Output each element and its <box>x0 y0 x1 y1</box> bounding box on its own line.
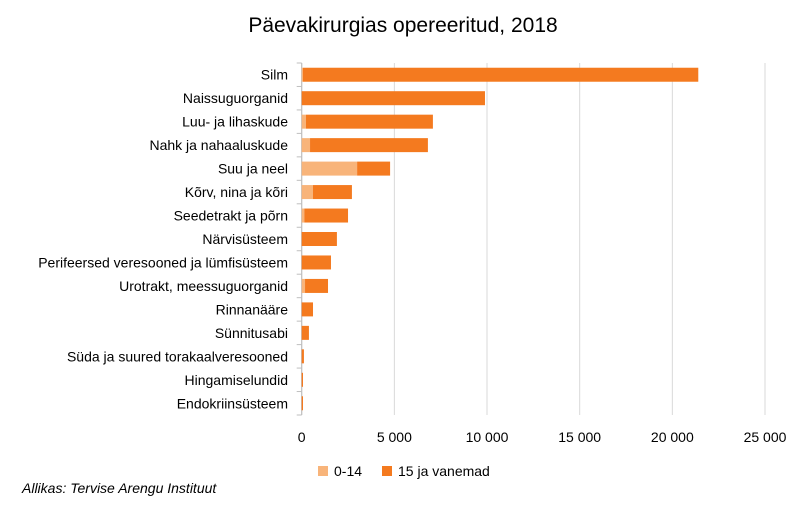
category-label: Närvisüsteem <box>202 231 288 247</box>
x-tick-label: 5 000 <box>377 429 412 445</box>
category-label: Rinnanääre <box>216 301 289 317</box>
bar-15-plus <box>305 114 433 129</box>
category-label: Kõrv, nina ja kõri <box>185 184 288 200</box>
category-label: Süda ja suured torakaalveresooned <box>67 348 288 364</box>
bar-0-14 <box>301 278 306 293</box>
category-label: Suu ja neel <box>218 161 288 177</box>
bar-0-14 <box>301 114 306 129</box>
category-label: Luu- ja lihaskude <box>182 114 288 130</box>
legend-label-0-14: 0-14 <box>334 463 362 479</box>
bar-15-plus <box>302 67 699 82</box>
bar-15-plus <box>301 396 303 411</box>
bar-0-14 <box>301 67 303 82</box>
legend-label-15-plus: 15 ja vanemad <box>398 463 490 479</box>
x-tick-label: 15 000 <box>558 429 601 445</box>
category-label: Sünnitusabi <box>215 325 288 341</box>
bar-15-plus <box>305 278 329 293</box>
bar-15-plus <box>313 185 352 200</box>
category-label: Hingamiselundid <box>184 372 288 388</box>
category-label: Perifeersed veresooned ja lümfisüsteem <box>38 254 288 270</box>
x-tick-label: 25 000 <box>744 429 787 445</box>
x-tick-labels: 0 5 000 10 000 15 000 20 000 25 000 <box>298 429 787 445</box>
bar-15-plus <box>301 349 304 364</box>
legend-swatch-0-14 <box>318 466 328 476</box>
x-tick-label: 10 000 <box>466 429 509 445</box>
bar-0-14 <box>301 138 311 153</box>
bar-15-plus <box>357 161 391 176</box>
bar-15-plus <box>301 232 337 246</box>
category-labels: Silm Naissuguorganid Luu- ja lihaskude Nahk… <box>38 67 288 412</box>
bar-15-plus <box>310 138 428 153</box>
bar-15-plus <box>301 302 314 317</box>
category-label: Seedetrakt ja põrn <box>174 208 288 224</box>
category-label: Naissuguorganid <box>183 90 288 106</box>
x-tick-label: 20 000 <box>651 429 694 445</box>
bars <box>301 67 699 411</box>
bar-15-plus <box>301 255 331 270</box>
x-tick-label: 0 <box>298 429 306 445</box>
source-note: Allikas: Tervise Arengu Instituut <box>21 480 217 496</box>
category-label: Nahk ja nahaaluskude <box>149 137 288 153</box>
legend: 0-14 15 ja vanemad <box>318 463 490 479</box>
bar-15-plus <box>301 372 303 387</box>
category-label: Endokriinsüsteem <box>177 395 288 411</box>
legend-swatch-15-plus <box>382 466 392 476</box>
bar-15-plus <box>301 91 485 106</box>
bar-0-14 <box>301 185 314 200</box>
bar-0-14 <box>301 208 305 223</box>
category-label: Urotrakt, meessuguorganid <box>119 278 288 294</box>
bar-15-plus <box>301 325 309 340</box>
category-label: Silm <box>261 67 288 83</box>
bar-15-plus <box>304 208 349 223</box>
bar-0-14 <box>301 161 358 176</box>
chart-title: Päevakirurgias opereeritud, 2018 <box>248 14 557 37</box>
